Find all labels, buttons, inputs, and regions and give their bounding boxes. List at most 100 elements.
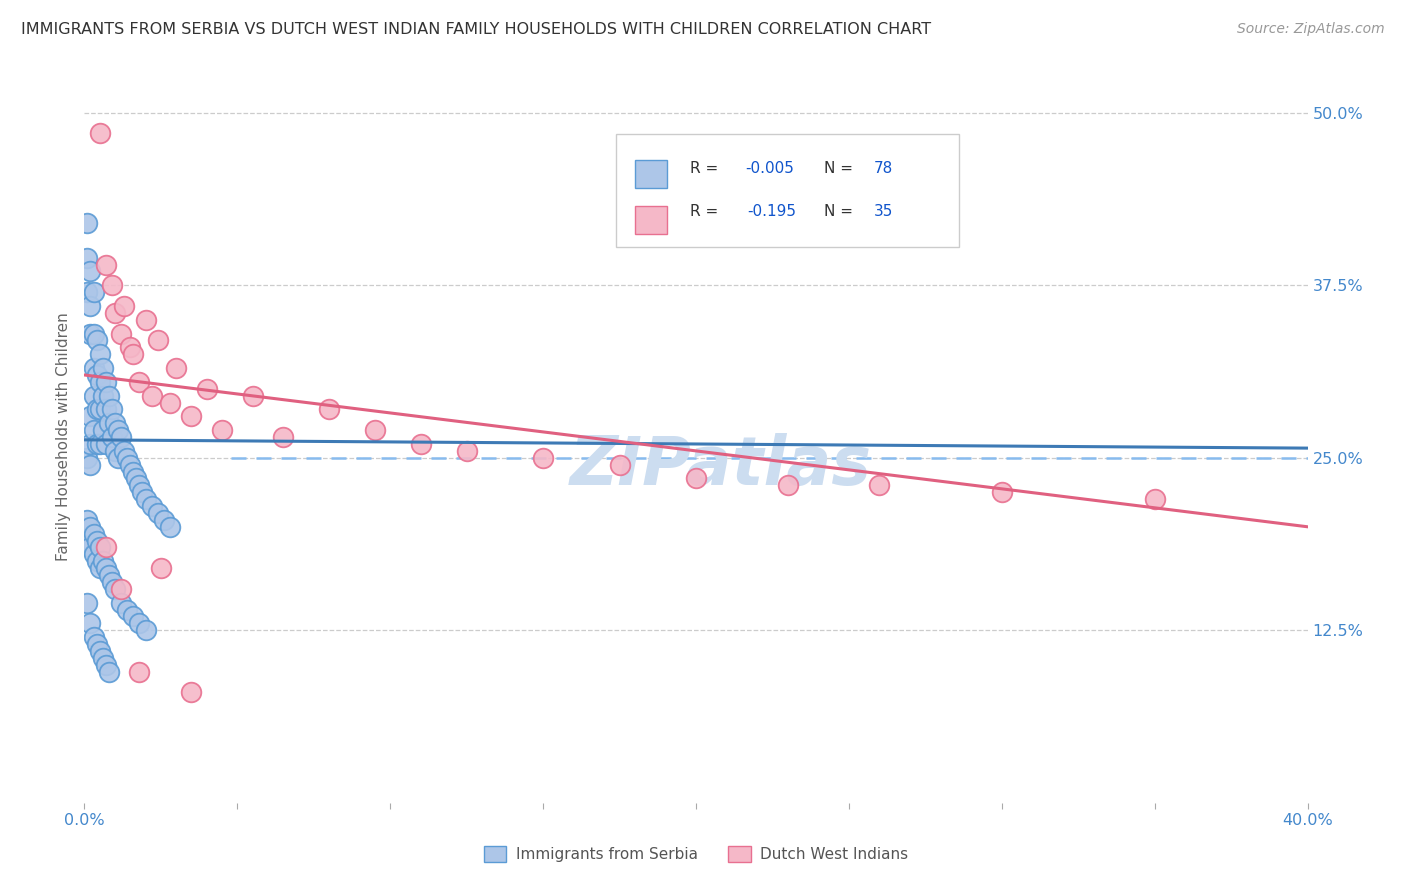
Point [146, 334, 169, 348]
Text: N =: N = [824, 204, 858, 219]
Point [110, 326, 132, 341]
Point [120, 340, 142, 354]
Point [79, 409, 101, 424]
Point [115, 602, 138, 616]
Point [364, 423, 387, 437]
Point [165, 361, 187, 376]
Point [991, 485, 1014, 500]
Point [86, 554, 108, 568]
Point [180, 409, 202, 424]
Point [128, 616, 150, 631]
Point [112, 299, 135, 313]
Point [104, 443, 127, 458]
Point [409, 437, 432, 451]
Text: Source: ZipAtlas.com: Source: ZipAtlas.com [1237, 22, 1385, 37]
Point [79, 616, 101, 631]
Point [86, 402, 108, 417]
Point [159, 395, 181, 409]
Point [89, 644, 111, 658]
Point [91, 651, 114, 665]
Point [94, 258, 117, 272]
Point [242, 389, 264, 403]
Point [101, 278, 124, 293]
Point [94, 375, 117, 389]
Point [131, 485, 153, 500]
Point [91, 361, 114, 376]
Text: R =: R = [690, 161, 723, 176]
Point [211, 423, 233, 437]
Point [83, 326, 105, 341]
Point [120, 458, 142, 472]
Point [180, 685, 202, 699]
Point [685, 471, 707, 485]
Point [76, 285, 98, 300]
Point [135, 624, 157, 638]
Point [122, 347, 145, 361]
Point [128, 375, 150, 389]
Point [86, 637, 108, 651]
Point [83, 361, 105, 376]
Point [83, 526, 105, 541]
Point [141, 499, 163, 513]
Text: ZIPatlas: ZIPatlas [569, 434, 872, 500]
Point [89, 402, 111, 417]
Point [101, 574, 124, 589]
Point [128, 478, 150, 492]
Point [110, 596, 132, 610]
FancyBboxPatch shape [636, 205, 666, 234]
Point [149, 561, 172, 575]
Point [97, 568, 120, 582]
Point [89, 541, 111, 555]
Point [91, 389, 114, 403]
Point [94, 561, 117, 575]
Point [79, 437, 101, 451]
Point [79, 541, 101, 555]
Point [83, 389, 105, 403]
Point [195, 382, 218, 396]
Point [83, 285, 105, 300]
Point [101, 430, 124, 444]
Point [141, 389, 163, 403]
Point [83, 423, 105, 437]
Point [86, 437, 108, 451]
Y-axis label: Family Households with Children: Family Households with Children [56, 313, 72, 561]
Point [153, 513, 176, 527]
Point [125, 471, 148, 485]
Point [76, 513, 98, 527]
Point [79, 299, 101, 313]
Point [89, 127, 111, 141]
Point [79, 264, 101, 278]
Point [159, 520, 181, 534]
Point [135, 312, 157, 326]
Legend: Immigrants from Serbia, Dutch West Indians: Immigrants from Serbia, Dutch West India… [478, 840, 914, 868]
Point [97, 389, 120, 403]
Text: -0.005: -0.005 [745, 161, 794, 176]
Point [776, 478, 799, 492]
Point [869, 478, 891, 492]
Point [531, 450, 554, 465]
Text: 35: 35 [873, 204, 893, 219]
Point [76, 533, 98, 548]
Point [76, 251, 98, 265]
Text: IMMIGRANTS FROM SERBIA VS DUTCH WEST INDIAN FAMILY HOUSEHOLDS WITH CHILDREN CORR: IMMIGRANTS FROM SERBIA VS DUTCH WEST IND… [21, 22, 931, 37]
Point [146, 506, 169, 520]
Text: -0.195: -0.195 [748, 204, 796, 219]
Point [122, 465, 145, 479]
Point [89, 347, 111, 361]
Point [318, 402, 340, 417]
Point [94, 402, 117, 417]
Point [91, 423, 114, 437]
Text: 78: 78 [873, 161, 893, 176]
Point [135, 492, 157, 507]
FancyBboxPatch shape [636, 161, 666, 188]
Point [79, 458, 101, 472]
Point [128, 665, 150, 679]
Point [76, 450, 98, 465]
Point [79, 326, 101, 341]
Point [104, 417, 127, 431]
FancyBboxPatch shape [616, 134, 959, 247]
Point [94, 541, 117, 555]
Point [110, 582, 132, 596]
Point [89, 561, 111, 575]
Point [104, 306, 127, 320]
